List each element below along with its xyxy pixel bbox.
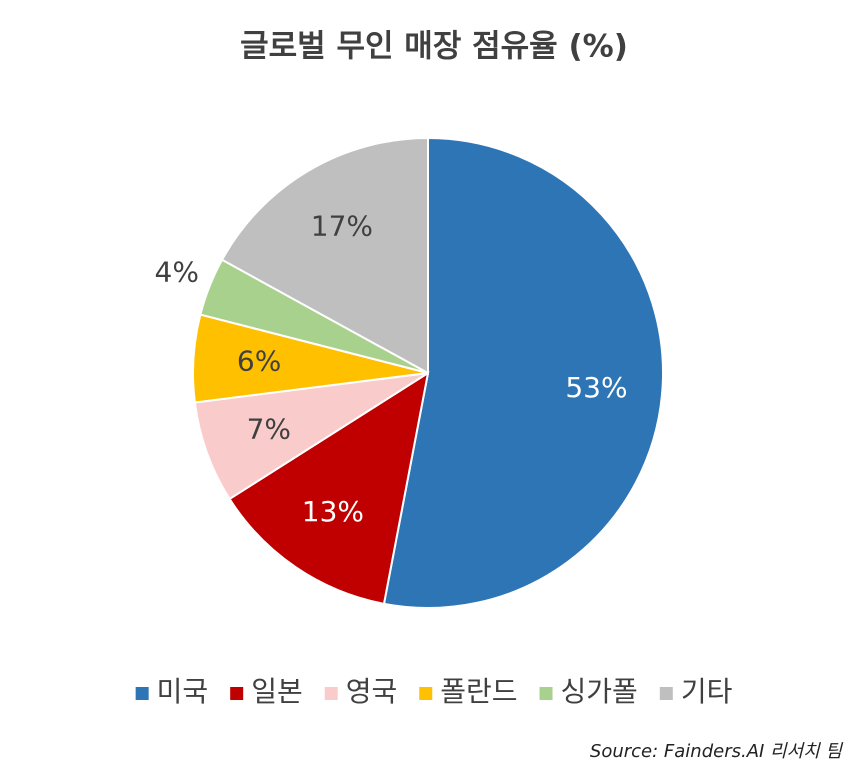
pie-slice <box>382 136 664 609</box>
legend-label: 영국 <box>346 675 398 708</box>
legend-swatch <box>659 687 673 700</box>
data-label: 6% <box>237 344 281 377</box>
pie-slice <box>228 370 430 606</box>
legend-label: 일본 <box>251 675 303 708</box>
legend-swatch <box>324 687 338 700</box>
legend-label: 미국 <box>157 675 209 708</box>
data-label: 4% <box>155 256 199 289</box>
legend: 미국 일본 영국 폴란드 싱가폴 기타 <box>135 675 733 708</box>
data-label: 13% <box>302 495 364 528</box>
legend-swatch <box>230 687 244 700</box>
source-note: Source: Fainders.AI 리서치 팀 <box>590 741 844 762</box>
legend-label: 싱가폴 <box>561 675 638 708</box>
data-label: 7% <box>247 412 291 445</box>
legend-label: 폴란드 <box>440 675 517 708</box>
data-label: 17% <box>311 209 373 242</box>
legend-swatch <box>135 687 149 700</box>
data-label: 53% <box>565 371 627 404</box>
chart-title: 글로벌 무인 매장 점유율 (%) <box>240 29 628 65</box>
legend-swatch <box>419 687 433 700</box>
pie-slice <box>193 372 429 501</box>
legend-swatch <box>539 687 553 700</box>
legend-label: 기타 <box>681 675 733 708</box>
pie-slice <box>220 136 429 375</box>
